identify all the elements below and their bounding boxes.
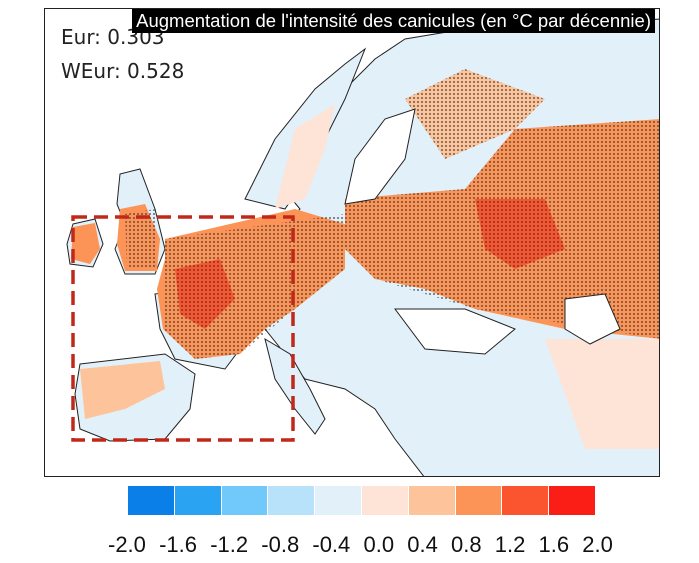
colorbar-tick-label: 0.8 [451, 532, 482, 557]
colorbar-swatch [268, 486, 315, 515]
colorbar-tick-label: -1.2 [210, 532, 249, 557]
seas [344, 108, 621, 355]
colorbar-tick-label: -0.4 [312, 532, 351, 557]
colorbar-tick-label: -2.0 [108, 532, 146, 557]
map-title: Augmentation de l'intensité des canicule… [132, 9, 655, 33]
colorbar-swatch [549, 486, 595, 515]
colorbar-tick-label: 1.2 [494, 532, 526, 557]
stat-weur: WEur: 0.528 [61, 59, 185, 83]
colorbar-ticks: -2.0 -1.6 -1.2 -0.8 -0.4 0.0 0.4 0.8 1.2 1.6 2.0 [108, 532, 613, 558]
colorbar [128, 486, 595, 515]
colorbar-swatch [502, 486, 549, 515]
map-panel: Eur: 0.303 WEur: 0.528 Augmentation de l… [44, 8, 660, 477]
region-box-weur [71, 215, 295, 442]
colorbar-tick-label: 0.4 [407, 532, 438, 557]
colorbar-swatch [361, 486, 408, 515]
colorbar-swatch [408, 486, 455, 515]
colorbar-tick-label: 1.6 [538, 532, 570, 557]
colorbar-tick-label: 0.0 [363, 532, 395, 557]
colorbar-swatch [128, 486, 174, 515]
europe-map [66, 18, 659, 476]
colorbar-tick-label: -0.8 [261, 532, 300, 557]
colorbar-swatch [315, 486, 361, 515]
significance-stippling [125, 69, 659, 359]
colorbar-tick-label: 2.0 [582, 532, 613, 557]
colorbar-swatch [221, 486, 268, 515]
colorbar-tick-label: -1.6 [159, 532, 198, 557]
colorbar-swatch [174, 486, 221, 515]
colorbar-swatch [455, 486, 502, 515]
